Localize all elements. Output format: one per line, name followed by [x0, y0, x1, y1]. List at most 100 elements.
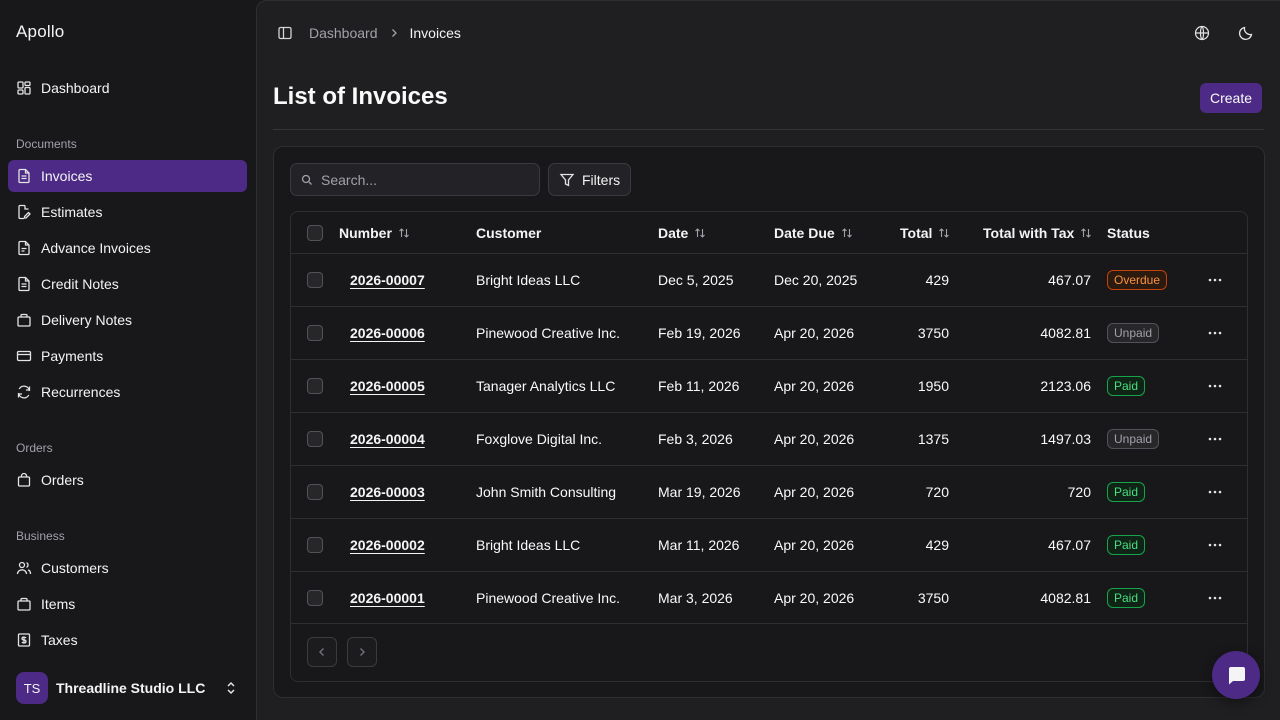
due-date-cell: Apr 20, 2026 — [774, 378, 855, 394]
row-select-cell — [307, 360, 323, 412]
row-checkbox[interactable] — [307, 589, 323, 606]
table-row[interactable]: 2026-00007 Bright Ideas LLC Dec 5, 2025 … — [291, 253, 1247, 306]
file-edit-icon — [18, 204, 31, 220]
chevrons-up-down-icon — [227, 681, 235, 695]
sidebar-item-credit-notes[interactable]: Credit Notes — [8, 268, 247, 300]
globe-icon[interactable] — [1194, 25, 1210, 41]
row-checkbox[interactable] — [307, 484, 323, 500]
search-box[interactable] — [290, 163, 540, 196]
row-checkbox[interactable] — [307, 378, 323, 394]
previous-page-button[interactable] — [307, 637, 337, 667]
invoice-number-link[interactable]: 2026-00007 — [350, 272, 425, 288]
file-minus-icon — [18, 276, 30, 292]
row-actions-button[interactable] — [1207, 254, 1223, 306]
table-row[interactable]: 2026-00004 Foxglove Digital Inc. Feb 3, … — [291, 412, 1247, 465]
table-row[interactable]: 2026-00005 Tanager Analytics LLC Feb 11,… — [291, 359, 1247, 412]
page-title: List of Invoices — [273, 83, 448, 110]
sort-icon — [1081, 227, 1092, 238]
invoice-number-cell: 2026-00001 — [350, 572, 425, 623]
search-input[interactable] — [321, 171, 521, 188]
breadcrumb-invoices: Invoices — [409, 25, 461, 41]
row-checkbox[interactable] — [307, 537, 323, 553]
breadcrumb-dashboard[interactable]: Dashboard — [309, 25, 378, 41]
total-cell: 1950 — [917, 378, 949, 394]
column-number[interactable]: Number — [339, 212, 410, 253]
sidebar-item-invoices[interactable]: Invoices — [8, 160, 247, 192]
sidebar-item-label: Items — [41, 596, 76, 612]
status-badge: Overdue — [1107, 270, 1168, 290]
moon-icon[interactable] — [1238, 25, 1254, 41]
main-panel: Dashboard Invoices List of Invoices Crea… — [256, 0, 1280, 720]
sidebar-item-items[interactable]: Items — [8, 588, 247, 620]
status-badge: Paid — [1107, 587, 1146, 608]
sidebar-item-payments[interactable]: Payments — [8, 340, 247, 372]
sidebar-item-label: Dashboard — [41, 80, 110, 96]
due-date-cell: Apr 20, 2026 — [774, 589, 855, 606]
total-with-tax-cell: 1497.03 — [1040, 431, 1091, 447]
table-row[interactable]: 2026-00006 Pinewood Creative Inc. Feb 19… — [291, 306, 1247, 359]
invoice-number-link[interactable]: 2026-00003 — [350, 484, 425, 500]
sidebar-item-label: Invoices — [41, 168, 93, 184]
due-date-cell: Apr 20, 2026 — [774, 484, 855, 500]
invoice-number-link[interactable]: 2026-00004 — [350, 431, 425, 447]
column-total-with-tax[interactable]: Total with Tax — [983, 212, 1092, 253]
invoice-number-link[interactable]: 2026-00005 — [350, 378, 425, 394]
sidebar-item-advance-invoices[interactable]: Advance Invoices — [8, 232, 247, 264]
sidebar-item-recurrences[interactable]: Recurrences — [8, 376, 247, 408]
total-cell: 429 — [925, 537, 949, 553]
column-total[interactable]: Total — [900, 212, 950, 253]
row-actions-button[interactable] — [1207, 413, 1223, 465]
column-date-due[interactable]: Date Due — [774, 212, 853, 253]
sidebar-item-orders[interactable]: Orders — [8, 464, 247, 496]
table-row[interactable]: 2026-00002 Bright Ideas LLC Mar 11, 2026… — [291, 518, 1247, 571]
table-row[interactable]: 2026-00001 Pinewood Creative Inc. Mar 3,… — [291, 571, 1247, 624]
row-actions-button[interactable] — [1207, 519, 1223, 571]
sidebar-item-customers[interactable]: Customers — [8, 552, 247, 584]
status-badge: Paid — [1107, 482, 1146, 502]
nav-group-orders: Orders — [16, 441, 53, 455]
row-select-cell — [307, 254, 323, 306]
invoice-number-link[interactable]: 2026-00002 — [350, 537, 425, 553]
sidebar-toggle-icon[interactable] — [277, 25, 293, 41]
refresh-icon — [17, 385, 31, 399]
sidebar-item-taxes[interactable]: Taxes — [8, 624, 247, 656]
row-checkbox[interactable] — [307, 325, 323, 341]
invoice-number-link[interactable]: 2026-00001 — [350, 589, 425, 606]
brand-logo[interactable]: Apollo — [16, 22, 65, 41]
nav-group-documents: Documents — [16, 137, 77, 151]
date-cell: Mar 11, 2026 — [658, 537, 740, 553]
divider — [273, 129, 1264, 130]
total-cell: 720 — [925, 484, 949, 500]
row-actions-button[interactable] — [1207, 466, 1223, 518]
package-icon — [17, 313, 31, 327]
filters-button[interactable]: Filters — [548, 163, 632, 196]
more-horizontal-icon — [1208, 278, 1222, 282]
row-actions-button[interactable] — [1207, 307, 1223, 359]
row-actions-button[interactable] — [1207, 360, 1223, 412]
row-checkbox[interactable] — [307, 272, 323, 288]
file-text-icon — [18, 168, 30, 184]
invoice-number-cell: 2026-00006 — [350, 307, 425, 359]
row-select-cell — [307, 466, 323, 518]
sidebar-item-label: Payments — [41, 348, 104, 364]
customer-cell: Bright Ideas LLC — [476, 272, 581, 288]
sidebar-item-estimates[interactable]: Estimates — [8, 196, 247, 228]
invoice-number-cell: 2026-00002 — [350, 519, 425, 571]
org-switcher[interactable]: TS Threadline Studio LLC — [8, 670, 247, 706]
invoice-number-link[interactable]: 2026-00006 — [350, 325, 425, 341]
column-date[interactable]: Date — [658, 212, 706, 253]
column-status: Status — [1107, 212, 1150, 253]
sidebar-item-delivery-notes[interactable]: Delivery Notes — [8, 304, 247, 336]
table-row[interactable]: 2026-00003 John Smith Consulting Mar 19,… — [291, 465, 1247, 518]
sidebar-item-dashboard[interactable]: Dashboard — [8, 72, 247, 104]
chat-button[interactable] — [1212, 651, 1260, 699]
due-date-cell: Apr 20, 2026 — [774, 431, 855, 447]
row-checkbox[interactable] — [307, 431, 323, 447]
file-icon — [18, 240, 30, 256]
total-cell: 429 — [925, 272, 949, 288]
select-all-checkbox[interactable] — [307, 224, 323, 241]
status-badge: Paid — [1107, 376, 1146, 396]
create-button[interactable]: Create — [1199, 83, 1262, 113]
row-actions-button[interactable] — [1207, 572, 1223, 623]
next-page-button[interactable] — [347, 637, 377, 667]
